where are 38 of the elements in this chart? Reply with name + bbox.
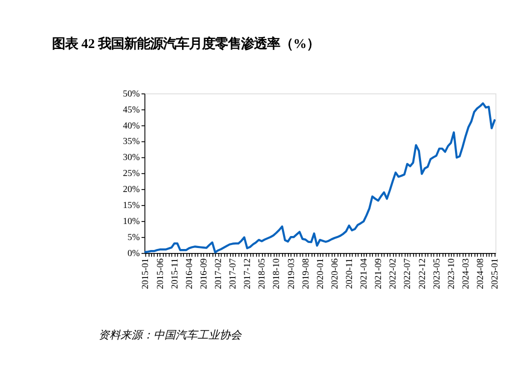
- x-tick-label: 2016-09: [198, 258, 208, 290]
- x-tick-label: 2022-12: [416, 258, 427, 290]
- x-tick-label: 2023-10: [446, 258, 456, 290]
- x-tick-label: 2023-05: [431, 258, 442, 290]
- y-tick-label: 5%: [128, 232, 140, 242]
- x-tick-label: 2017-12: [242, 258, 252, 290]
- y-tick-label: 45%: [122, 104, 140, 114]
- x-tick-label: 2017-07: [228, 258, 238, 290]
- x-tick-label: 2018-10: [271, 258, 282, 290]
- x-tick-label: 2019-08: [300, 258, 310, 290]
- x-tick-label: 2021-04: [358, 258, 369, 290]
- x-tick-label: 2015-11: [169, 258, 180, 289]
- x-tick-label: 2024-03: [460, 258, 470, 290]
- x-tick-label: 2021-09: [373, 258, 384, 290]
- x-tick-label: 2016-04: [184, 258, 194, 290]
- y-tick-label: 25%: [122, 168, 140, 178]
- chart-title: 图表 42 我国新能源汽车月度零售渗透率（%）: [52, 36, 320, 52]
- x-tick-label: 2018-05: [256, 258, 267, 290]
- x-tick-label: 2020-01: [314, 258, 325, 290]
- y-tick-label: 40%: [122, 120, 140, 130]
- x-tick-label: 2015-06: [154, 258, 165, 290]
- x-tick-label: 2022-02: [388, 258, 398, 290]
- y-tick-label: 10%: [122, 216, 140, 226]
- x-tick-label: 2024-08: [474, 258, 485, 290]
- y-tick-label: 0%: [128, 248, 140, 258]
- y-tick-label: 35%: [122, 136, 140, 146]
- x-tick-label: 2019-03: [286, 258, 296, 290]
- x-tick-label: 2017-02: [213, 258, 224, 290]
- y-tick-label: 20%: [122, 184, 140, 194]
- y-tick-label: 50%: [122, 88, 140, 98]
- y-tick-label: 15%: [122, 200, 140, 210]
- x-tick-label: 2025-01: [490, 258, 500, 290]
- x-tick-label: 2020-06: [329, 258, 340, 290]
- x-tick-label: 2020-11: [344, 258, 354, 289]
- x-tick-label: 2015-01: [140, 258, 150, 290]
- x-tick-label: 2022-07: [402, 258, 412, 290]
- y-tick-label: 30%: [122, 152, 140, 162]
- text: 资料来源：中国汽车工业协会: [98, 328, 242, 342]
